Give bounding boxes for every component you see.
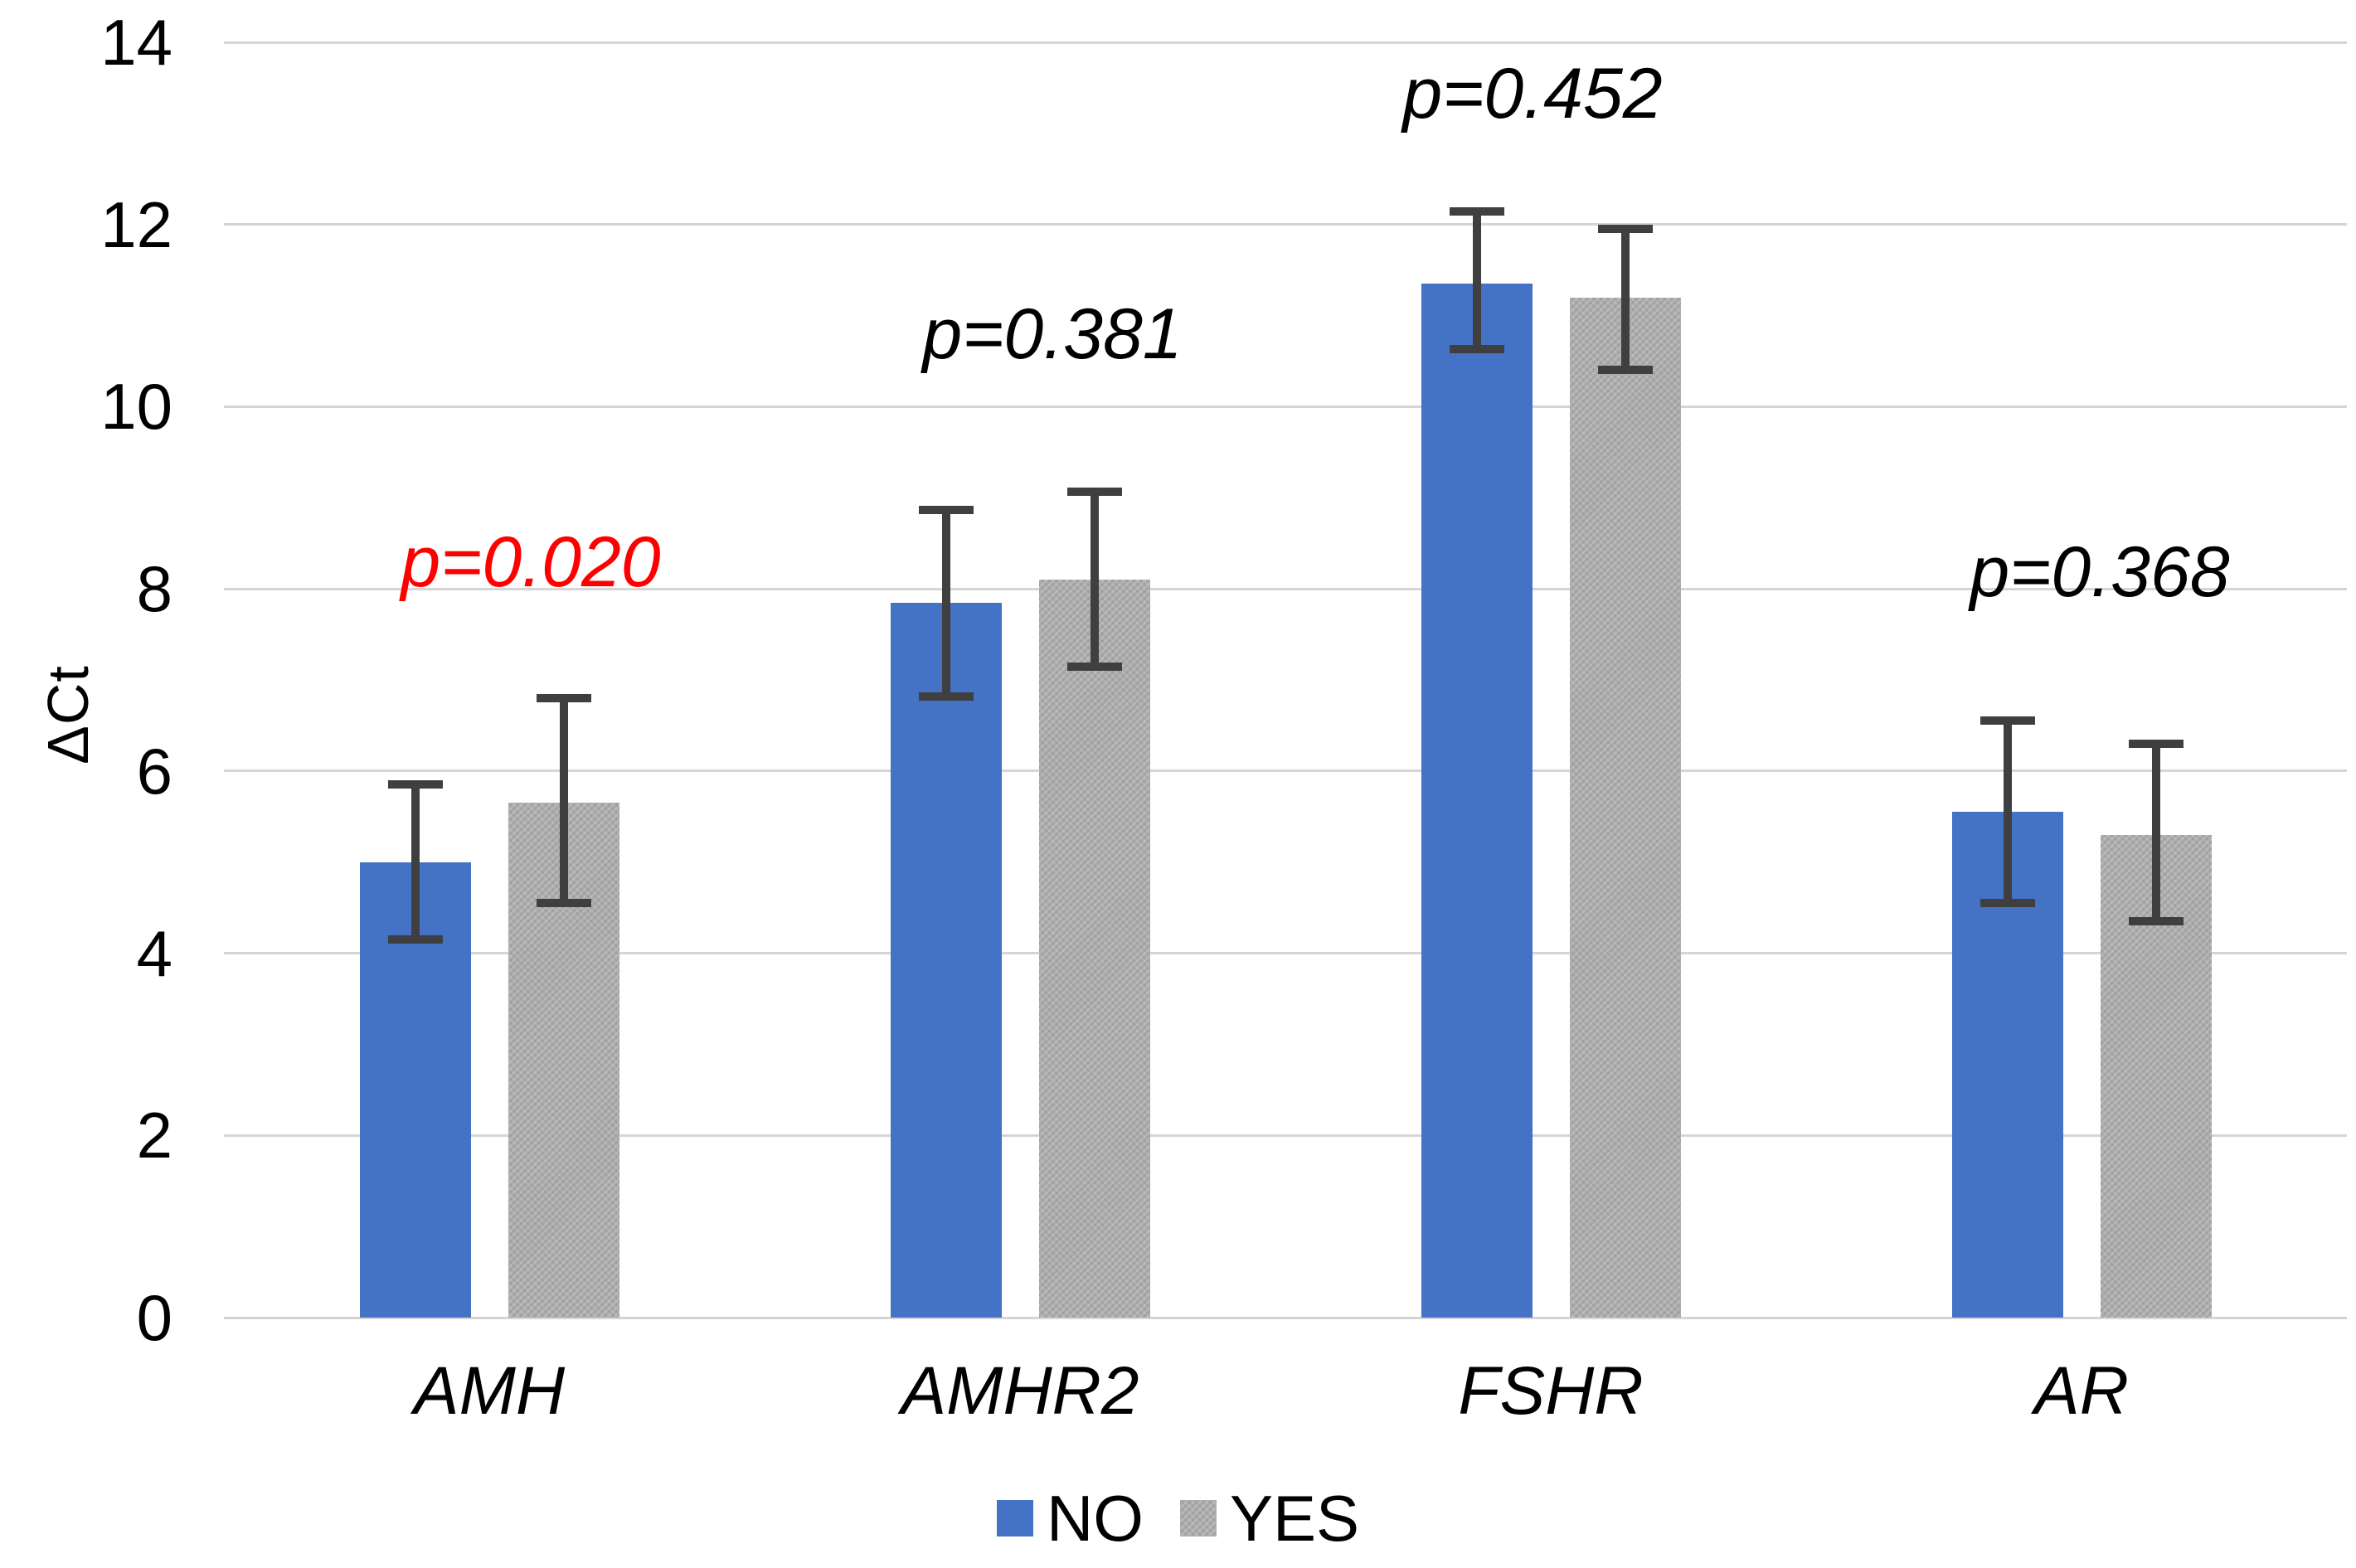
y-tick-label-8: 8: [136, 552, 172, 626]
error-cap-low-AMHR2-YES: [1066, 662, 1122, 671]
gridline-y8: [224, 587, 2347, 590]
p-value-annotation-AMH: p=0.020: [401, 522, 661, 602]
x-category-label-FSHR: FSHR: [1458, 1353, 1644, 1429]
error-cap-low-AMH-NO: [387, 935, 443, 944]
p-value-annotation-AR: p=0.368: [1970, 532, 2230, 612]
error-cap-high-FSHR-NO: [1449, 207, 1504, 216]
y-tick-label-14: 14: [100, 6, 172, 79]
error-cap-high-FSHR-YES: [1597, 225, 1653, 234]
error-cap-low-FSHR-YES: [1597, 366, 1653, 375]
error-bar-AR-NO: [2003, 721, 2012, 904]
bar-AMHR2-YES: [1038, 580, 1150, 1318]
gridline-y10: [224, 405, 2347, 408]
legend-label-no: NO: [1046, 1482, 1144, 1555]
gridline-y4: [224, 952, 2347, 955]
legend-item-yes: YES: [1179, 1482, 1360, 1555]
y-tick-label-2: 2: [136, 1099, 172, 1172]
bar-FSHR-YES: [1569, 297, 1681, 1318]
y-tick-label-0: 0: [136, 1281, 172, 1354]
gridline-y6: [224, 769, 2347, 773]
legend: NO YES: [0, 1486, 2356, 1551]
legend-swatch-yes: [1179, 1500, 1217, 1536]
legend-swatch-no: [996, 1500, 1033, 1536]
error-cap-low-AR-YES: [2128, 917, 2184, 926]
error-cap-low-FSHR-NO: [1449, 345, 1504, 354]
y-tick-label-6: 6: [136, 734, 172, 808]
error-cap-low-AMH-YES: [536, 899, 591, 908]
legend-item-no: NO: [996, 1482, 1144, 1555]
error-bar-AMHR2-YES: [1090, 491, 1099, 667]
error-cap-high-AMHR2-YES: [1066, 487, 1122, 496]
error-cap-low-AMHR2-NO: [918, 692, 974, 701]
p-value-annotation-FSHR: p=0.452: [1402, 54, 1663, 133]
error-bar-AMHR2-NO: [941, 509, 950, 697]
x-category-label-AR: AR: [2034, 1353, 2129, 1429]
gridline-y12: [224, 223, 2347, 226]
error-bar-AMH-YES: [559, 697, 568, 904]
error-cap-high-AR-YES: [2128, 739, 2184, 748]
gridline-y0: [224, 1316, 2347, 1319]
x-category-label-AMHR2: AMHR2: [901, 1353, 1139, 1429]
legend-label-yes: YES: [1229, 1482, 1360, 1555]
error-cap-high-AR-NO: [1980, 716, 2035, 726]
x-category-label-AMH: AMH: [413, 1353, 566, 1429]
error-bar-FSHR-YES: [1620, 229, 1630, 371]
error-bar-AR-YES: [2151, 743, 2160, 922]
gridline-y14: [224, 41, 2347, 44]
y-tick-label-12: 12: [100, 187, 172, 261]
error-cap-high-AMHR2-NO: [918, 505, 974, 514]
error-cap-low-AR-NO: [1980, 899, 2035, 908]
bar-FSHR-NO: [1421, 284, 1533, 1318]
bar-AMHR2-NO: [890, 602, 1002, 1318]
p-value-annotation-AMHR2: p=0.381: [922, 294, 1183, 374]
y-tick-label-4: 4: [136, 916, 172, 990]
error-cap-high-AMH-YES: [536, 693, 591, 702]
error-cap-high-AMH-NO: [387, 780, 443, 789]
y-tick-label-10: 10: [100, 370, 172, 444]
error-bar-FSHR-NO: [1472, 211, 1481, 350]
error-bar-AMH-NO: [410, 784, 420, 940]
gridline-y2: [224, 1134, 2347, 1137]
